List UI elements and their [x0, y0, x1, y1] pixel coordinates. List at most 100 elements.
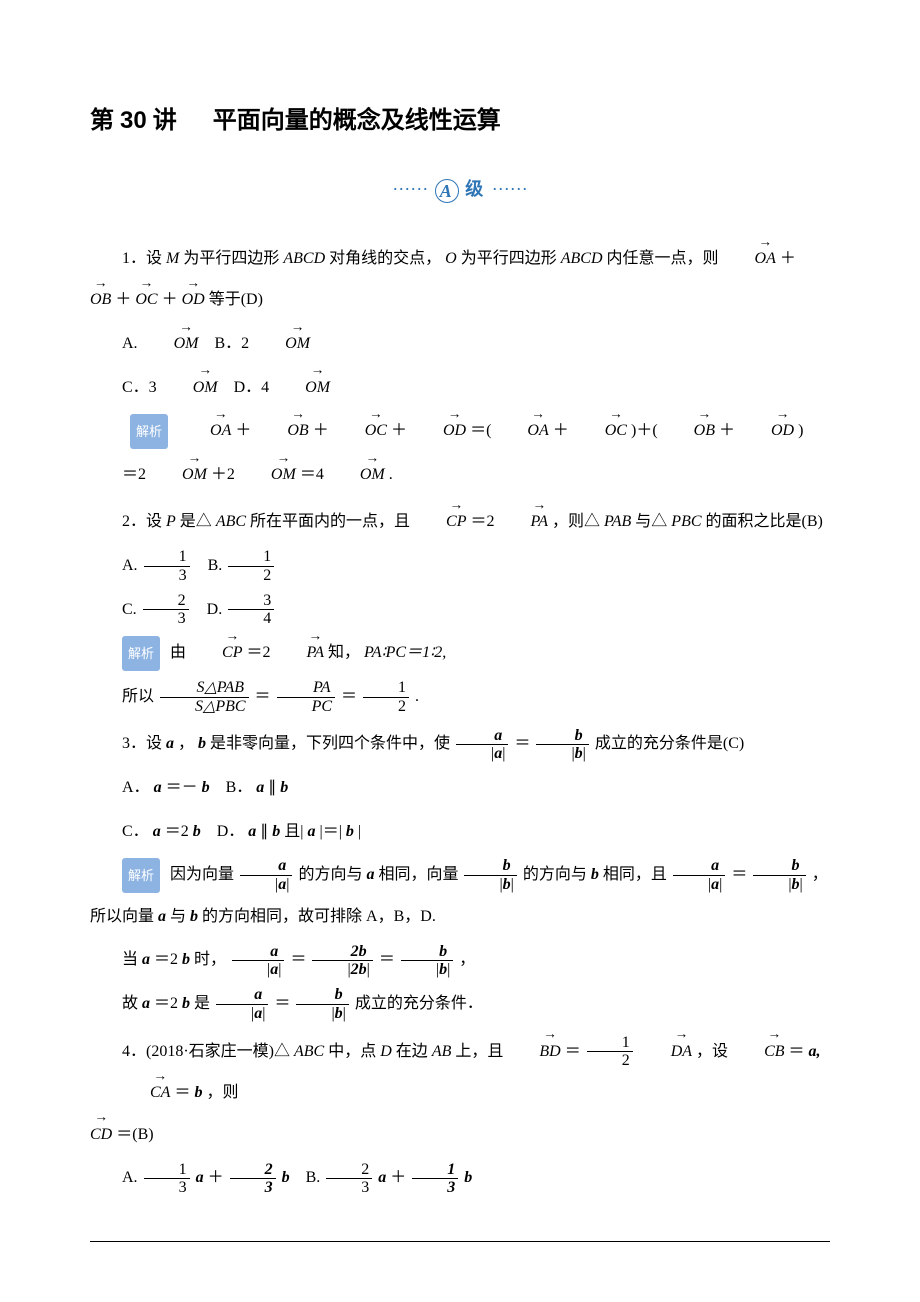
frac-b2: b|b|: [464, 857, 516, 893]
q4-Bp: ＋: [390, 1169, 406, 1186]
f2d: 2: [228, 567, 274, 585]
q4-t5: ，则: [206, 1084, 238, 1101]
frac-23: 23: [143, 592, 189, 628]
q4-t2: 在边: [396, 1043, 428, 1060]
q3-s10: ＝2: [154, 951, 178, 968]
frac-half: 12: [363, 679, 409, 715]
q3-s13: ＝: [379, 951, 395, 968]
q4-t4: ，设: [696, 1043, 728, 1060]
q3-C: C．: [122, 823, 149, 840]
q2-A: A.: [122, 557, 138, 574]
q2-D: D.: [207, 601, 223, 618]
q1-s2c: ＝4: [300, 466, 324, 483]
sfracD: S△PBC: [160, 698, 249, 716]
q3-s9a: a: [142, 951, 150, 968]
vec-CD: CD: [90, 1114, 112, 1156]
q1-optA: A.: [122, 335, 138, 352]
q2-eq: ＝2: [471, 513, 495, 530]
q4f1d: 3: [144, 1179, 190, 1197]
q4-eq: ＝: [565, 1043, 581, 1060]
s-OA2: OA: [495, 410, 548, 452]
q2-s6: ＝: [341, 688, 357, 705]
q4f1d2: 3: [412, 1179, 458, 1197]
vec-OB: OB: [90, 279, 111, 321]
q2-t2: 所在平面内的一点，且: [250, 513, 410, 530]
q2-C: C.: [122, 601, 137, 618]
q4-Ba: a: [378, 1169, 386, 1186]
hD: 2: [587, 1052, 633, 1070]
q2-PAB: PAB: [604, 513, 631, 530]
q1-ABCD2: ABCD: [561, 250, 603, 267]
q2-s5: ＝: [255, 688, 271, 705]
frac-S: S△PABS△PBC: [160, 679, 249, 715]
analysis-tag: 解析: [122, 636, 160, 672]
title-word: 讲: [153, 108, 177, 134]
f4n: 3: [228, 592, 274, 611]
fb3n: b: [753, 857, 805, 876]
q1-eq: 等于(D): [209, 291, 263, 308]
fa5d: |a|: [216, 1005, 268, 1023]
page-title: 第 30 讲 平面向量的概念及线性运算: [90, 100, 830, 135]
q3-Dexp1: ∥: [260, 823, 268, 840]
q1-t3: 为平行四边形: [461, 250, 557, 267]
s-OM1: OM: [150, 454, 207, 496]
q2-s2: 知，: [328, 644, 360, 661]
s-OC2: OC: [573, 410, 627, 452]
vec-PA: PA: [499, 501, 548, 543]
q3-Cexp: ＝2: [165, 823, 189, 840]
q3-s7: 与: [170, 908, 186, 925]
q3-Db2: b: [346, 823, 354, 840]
q4f2d2: 3: [326, 1179, 372, 1197]
q3-solution-2: 当 a ＝2 b 时， a|a| ＝ 2b|2b| ＝ b|b| ，: [90, 939, 830, 981]
fa-d: |a|: [456, 745, 508, 763]
s-OD: OD: [411, 410, 466, 452]
pfracN: PA: [277, 679, 335, 698]
q3-optAB: A． a ＝－ b B． a ∥ b: [90, 767, 830, 809]
q3-Aa: a: [154, 779, 162, 796]
f2n: 1: [228, 548, 274, 567]
q1-plus1: ＋: [780, 250, 796, 267]
sfracN: S△PAB: [160, 679, 249, 698]
q4-AB: AB: [432, 1043, 452, 1060]
q1-s1g: ＋: [719, 422, 735, 439]
q4-eqa: ＝: [789, 1043, 805, 1060]
vec-CP: CP: [414, 501, 466, 543]
q3-Ab: b: [202, 779, 210, 796]
q1-optC: C．3: [122, 379, 157, 396]
q3-s12: ＝: [290, 951, 306, 968]
q3-solution-3: 故 a ＝2 b 是 a|a| ＝ b|b| 成立的充分条件．: [90, 983, 830, 1025]
q2-s4: 所以: [122, 688, 154, 705]
q1-line2: OB ＋ OC ＋ OD 等于(D): [90, 279, 830, 321]
q4-b: b: [194, 1084, 202, 1101]
question-2: 2．设 P 是△ ABC 所在平面内的一点，且 CP ＝2 PA ，则△ PAB…: [90, 501, 830, 543]
q2-s3: PA∶PC＝1∶2,: [364, 644, 446, 661]
fa3d: |a|: [673, 876, 725, 894]
frac-2b: 2b|2b|: [312, 943, 372, 979]
q4-t3: 上，且: [455, 1043, 503, 1060]
q1-plus2: ＋: [115, 291, 131, 308]
f2bd: |2b|: [312, 961, 372, 979]
q3-s1: 因为向量: [170, 866, 234, 883]
title-topic: 平面向量的概念及线性运算: [213, 108, 501, 134]
frac-23c: 23: [326, 1161, 372, 1197]
fb-d: |b|: [536, 745, 588, 763]
q1-s1h: ): [798, 422, 803, 439]
q1-t2: 对角线的交点，: [329, 250, 441, 267]
q3-Ca: a: [153, 823, 161, 840]
frac-a4: a|a|: [232, 943, 284, 979]
s-OM2: OM: [239, 454, 296, 496]
pfracD: PC: [277, 698, 335, 716]
s-OM3: OM: [328, 454, 385, 496]
q4-Aa: a: [196, 1169, 204, 1186]
q4-line2: CD ＝(B): [90, 1114, 830, 1156]
q2-B: B.: [208, 557, 223, 574]
f3n: 2: [143, 592, 189, 611]
q3-Da2: a: [307, 823, 315, 840]
fa2n: a: [240, 857, 292, 876]
q3-sa2: a: [158, 908, 166, 925]
s-OB2: OB: [662, 410, 715, 452]
q1-s1d: ＝(: [470, 422, 491, 439]
q3-s9: 当: [122, 951, 138, 968]
fa4n: a: [232, 943, 284, 962]
fb4d: |b|: [401, 961, 453, 979]
